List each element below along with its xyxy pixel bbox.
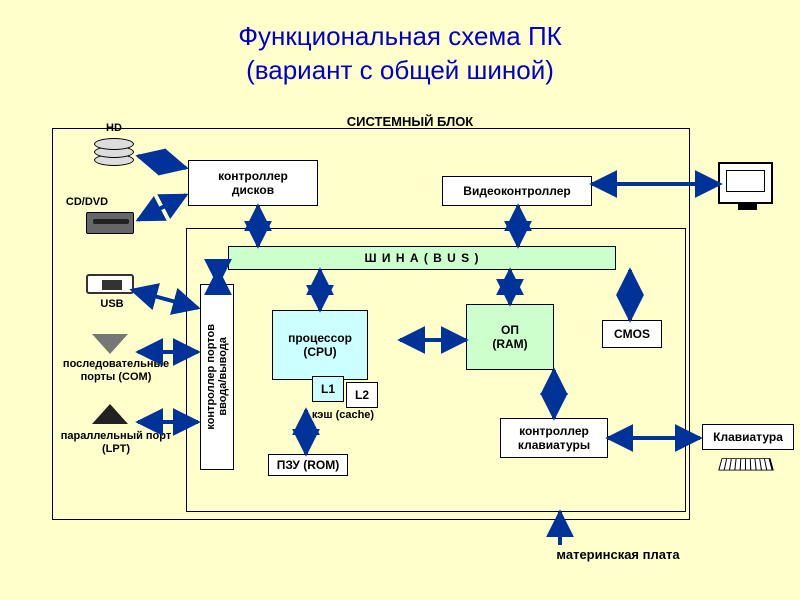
lpt-label: параллельный порт (LPT) (56, 430, 176, 456)
usb-icon (86, 274, 134, 294)
title-line-2: (вариант с общей шиной) (0, 54, 800, 88)
io-controller-label: контроллер портов ввода/вывода (205, 324, 229, 430)
lpt-port-icon (92, 404, 128, 424)
keyboard-controller-node: контроллер клавиатуры (500, 418, 608, 458)
motherboard-frame (186, 228, 686, 512)
com-label: последовательные порты (COM) (56, 358, 176, 384)
keyboard-icon (718, 458, 774, 470)
monitor-icon (718, 162, 773, 204)
video-controller-node: Видеоконтроллер (442, 176, 592, 206)
l2-cache-node: L2 (346, 382, 378, 408)
hd-label: HD (98, 122, 130, 135)
rom-node: ПЗУ (ROM) (268, 454, 348, 476)
cmos-node: CMOS (602, 320, 662, 348)
ram-node: ОП (RAM) (466, 304, 554, 370)
bus-node: Ш И Н А ( B U S ) (228, 246, 616, 270)
io-controller-node: контроллер портов ввода/вывода (200, 284, 234, 470)
cddvd-label: CD/DVD (62, 196, 112, 209)
keyboard-node: Клавиатура (702, 424, 794, 450)
usb-label: USB (96, 298, 128, 311)
title-line-1: Функциональная схема ПК (0, 20, 800, 54)
l1-cache-node: L1 (312, 376, 344, 402)
cddvd-icon (86, 212, 134, 234)
disk-controller-node: контроллер дисков (188, 160, 318, 206)
hd-icon (94, 138, 134, 170)
system-block-label: СИСТЕМНЫЙ БЛОК (320, 114, 500, 130)
cache-label: кэш (cache) (298, 409, 388, 422)
com-port-icon (92, 334, 128, 354)
motherboard-label: материнская плата (538, 547, 698, 563)
cpu-node: процессор (CPU) (272, 310, 368, 380)
